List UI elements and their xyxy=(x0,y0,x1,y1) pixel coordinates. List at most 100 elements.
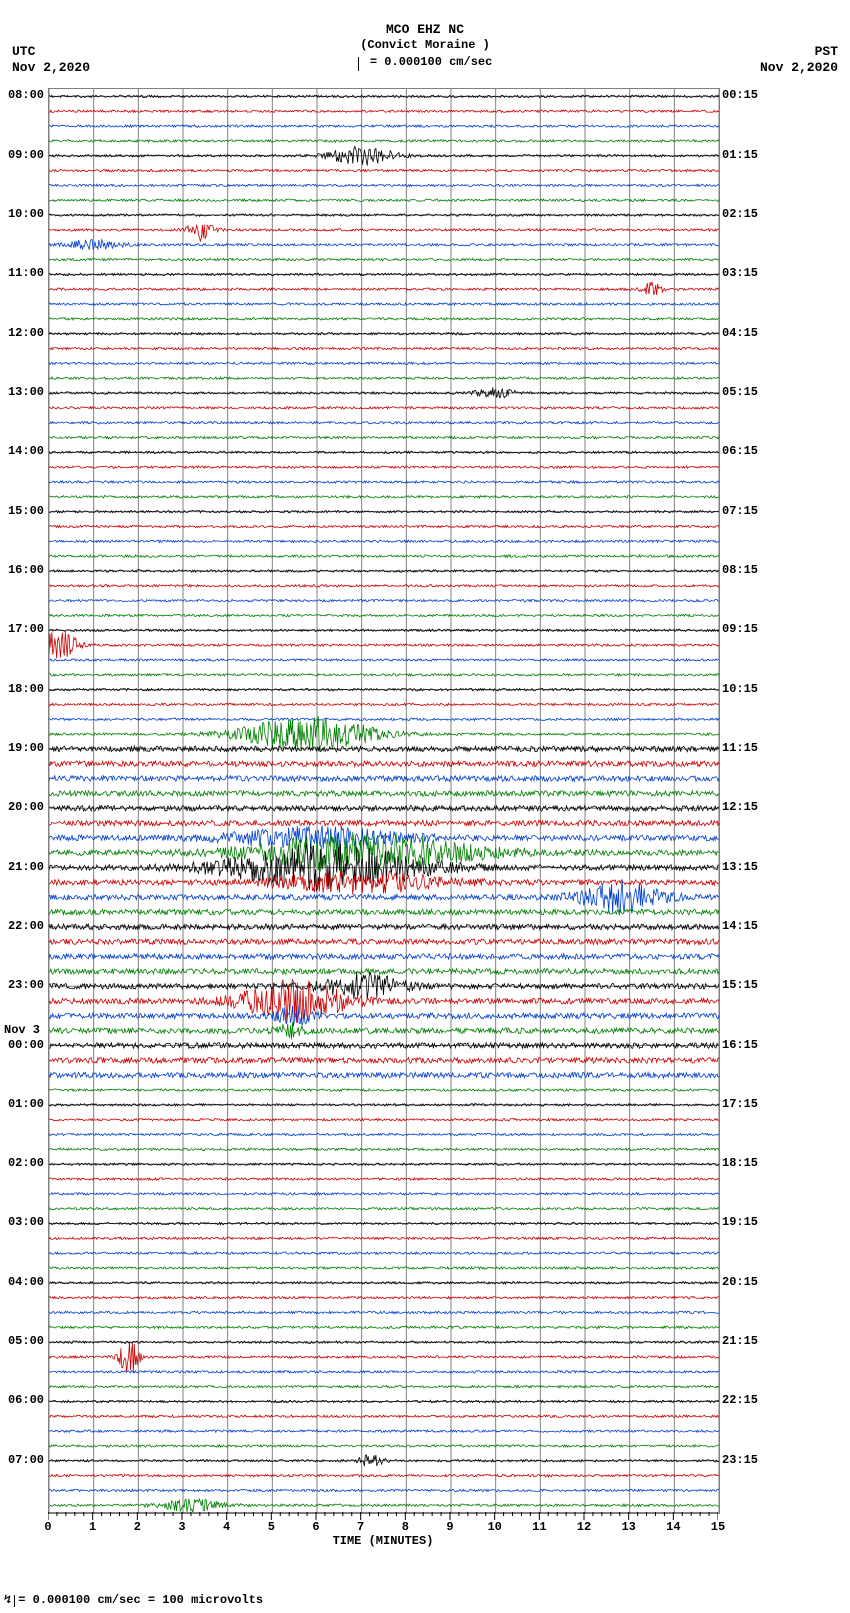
trace-row xyxy=(49,1311,719,1313)
scale-bar-icon xyxy=(358,57,359,71)
utc-time-label: 15:00 xyxy=(0,504,44,518)
trace-row xyxy=(49,110,719,112)
trace-row xyxy=(49,599,719,601)
pst-time-label: 17:15 xyxy=(722,1097,782,1111)
trace-row xyxy=(49,1022,719,1039)
trace-row xyxy=(49,555,719,557)
trace-row xyxy=(49,1474,719,1476)
utc-time-label: 18:00 xyxy=(0,682,44,696)
utc-time-label: 22:00 xyxy=(0,919,44,933)
trace-row xyxy=(49,377,719,379)
utc-time-label: 20:00 xyxy=(0,800,44,814)
utc-time-label: 04:00 xyxy=(0,1275,44,1289)
trace-row xyxy=(49,1119,719,1121)
utc-time-label: 19:00 xyxy=(0,741,44,755)
utc-time-label: 00:00 xyxy=(0,1038,44,1052)
trace-row xyxy=(49,318,719,320)
trace-row xyxy=(49,791,719,797)
pst-time-label: 05:15 xyxy=(722,385,782,399)
pst-time-label: 15:15 xyxy=(722,978,782,992)
tz-left-label: UTC xyxy=(12,44,90,60)
trace-row xyxy=(49,1058,719,1064)
pst-time-label: 13:15 xyxy=(722,860,782,874)
utc-time-label: 21:00 xyxy=(0,860,44,874)
trace-row xyxy=(49,1104,719,1106)
pst-time-label: 23:15 xyxy=(722,1453,782,1467)
trace-row xyxy=(49,1430,719,1432)
trace-row xyxy=(49,303,719,305)
trace-row xyxy=(49,436,719,438)
chart-title: MCO EHZ NC xyxy=(0,22,850,38)
trace-row xyxy=(49,125,719,127)
pst-time-label: 08:15 xyxy=(722,563,782,577)
x-axis-title: TIME (MINUTES) xyxy=(48,1534,718,1548)
tz-right-date: Nov 2,2020 xyxy=(760,60,838,76)
trace-row xyxy=(49,1252,719,1254)
pst-time-label: 21:15 xyxy=(722,1334,782,1348)
pst-time-label: 04:15 xyxy=(722,326,782,340)
trace-row xyxy=(49,258,719,260)
pst-time-label: 16:15 xyxy=(722,1038,782,1052)
trace-row xyxy=(49,481,719,483)
pst-time-label: 01:15 xyxy=(722,148,782,162)
utc-time-label: 11:00 xyxy=(0,266,44,280)
tz-left-date: Nov 2,2020 xyxy=(12,60,90,76)
trace-row xyxy=(49,240,719,250)
trace-row xyxy=(49,1148,719,1150)
trace-row xyxy=(49,1006,719,1027)
trace-row xyxy=(49,1342,719,1374)
seismogram-svg xyxy=(49,89,719,1513)
trace-row xyxy=(49,496,719,498)
footer-note-text: = 0.000100 cm/sec = 100 microvolts xyxy=(18,1593,263,1607)
utc-time-label: 10:00 xyxy=(0,207,44,221)
utc-time-label: 09:00 xyxy=(0,148,44,162)
pst-time-label: 02:15 xyxy=(722,207,782,221)
pst-time-label: 18:15 xyxy=(722,1156,782,1170)
trace-row xyxy=(49,1499,719,1513)
date-break-label: Nov 3 xyxy=(4,1023,40,1037)
pst-time-label: 06:15 xyxy=(722,444,782,458)
trace-row xyxy=(49,1415,719,1417)
trace-row xyxy=(49,362,719,364)
trace-row xyxy=(49,939,719,945)
chart-scale-text: = 0.000100 cm/sec xyxy=(370,55,492,69)
trace-row xyxy=(49,540,719,542)
chart-header: MCO EHZ NC (Convict Moraine ) = 0.000100… xyxy=(0,22,850,70)
trace-row xyxy=(49,1489,719,1491)
utc-time-label: 02:00 xyxy=(0,1156,44,1170)
trace-row xyxy=(49,585,719,587)
trace-row xyxy=(49,199,719,201)
trace-row xyxy=(49,1267,719,1269)
trace-row xyxy=(49,1193,719,1195)
trace-row xyxy=(49,1072,719,1078)
utc-time-label: 06:00 xyxy=(0,1393,44,1407)
trace-row xyxy=(49,659,719,661)
pst-time-label: 07:15 xyxy=(722,504,782,518)
trace-row xyxy=(49,511,719,513)
trace-row xyxy=(49,140,719,142)
trace-row xyxy=(49,674,719,676)
trace-row xyxy=(49,761,719,767)
trace-row xyxy=(49,407,719,409)
utc-time-label: 14:00 xyxy=(0,444,44,458)
trace-row xyxy=(49,1385,719,1387)
utc-time-label: 01:00 xyxy=(0,1097,44,1111)
pst-time-label: 22:15 xyxy=(722,1393,782,1407)
trace-row xyxy=(49,820,719,826)
trace-row xyxy=(49,422,719,424)
trace-row xyxy=(49,716,719,751)
trace-row xyxy=(49,1326,719,1328)
seismogram-plot xyxy=(48,88,720,1514)
trace-row xyxy=(49,184,719,186)
pst-time-label: 00:15 xyxy=(722,88,782,102)
trace-row xyxy=(49,169,719,171)
utc-time-label: 17:00 xyxy=(0,622,44,636)
trace-row xyxy=(49,1178,719,1180)
pst-time-label: 03:15 xyxy=(722,266,782,280)
utc-time-label: 12:00 xyxy=(0,326,44,340)
trace-row xyxy=(49,972,719,1000)
trace-row xyxy=(49,909,719,915)
pst-time-label: 10:15 xyxy=(722,682,782,696)
utc-time-label: 05:00 xyxy=(0,1334,44,1348)
footer-marker-icon: ↯ xyxy=(4,1593,11,1607)
